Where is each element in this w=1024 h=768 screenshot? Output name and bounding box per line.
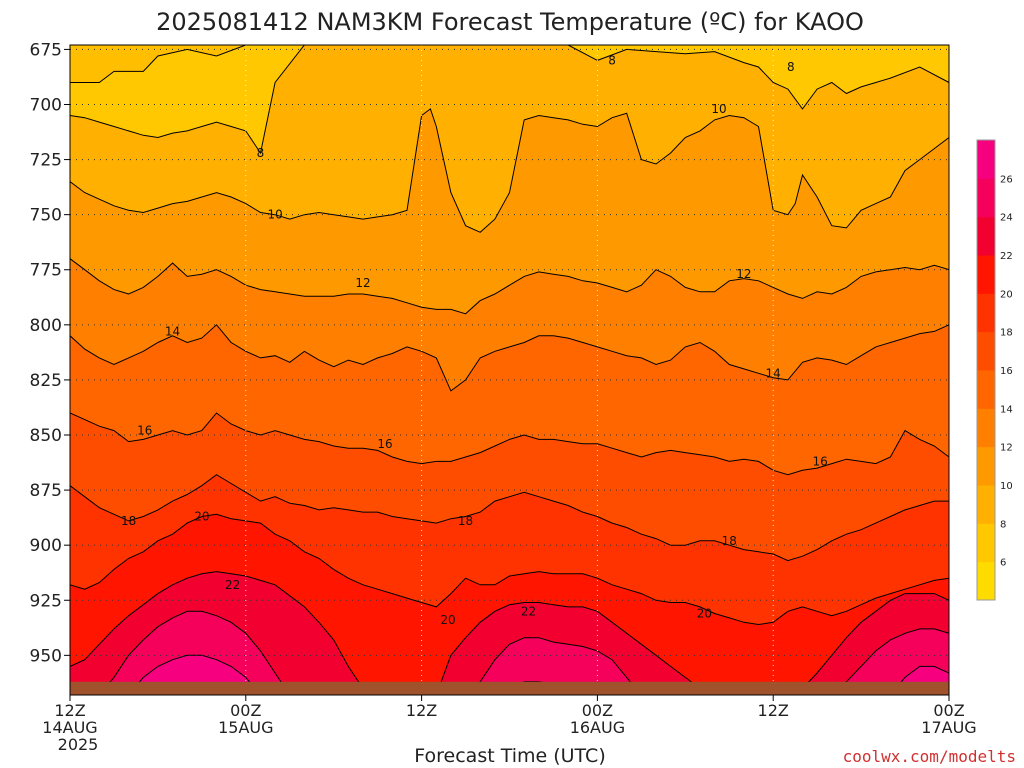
colorbar-swatch <box>977 370 995 409</box>
x-tick-label: 14AUG <box>42 718 97 737</box>
contour-label: 8 <box>787 60 795 74</box>
contour-label: 18 <box>722 534 737 548</box>
x-tick-label: 15AUG <box>218 718 273 737</box>
colorbar-swatch <box>977 293 995 333</box>
y-tick-label: 925 <box>30 591 62 611</box>
y-tick-label: 700 <box>30 95 62 115</box>
contour-label: 18 <box>458 514 473 528</box>
colorbar-swatch <box>977 446 995 486</box>
colorbar-label: 12 <box>1000 443 1013 454</box>
contour-line-14 <box>70 324 949 392</box>
colorbar-swatch <box>977 408 995 448</box>
contour-line-12 <box>70 258 949 315</box>
temp-band-24 <box>70 611 949 695</box>
plot-frame <box>69 44 950 696</box>
contour-label: 8 <box>608 53 616 67</box>
colorbar-frame <box>976 139 996 601</box>
contour-label: 10 <box>267 208 282 222</box>
contour-label: 20 <box>440 613 455 627</box>
terrain-ground <box>70 681 949 695</box>
x-tick-label: 00Z <box>582 701 613 720</box>
colorbar-label: 18 <box>1000 328 1013 339</box>
x-tick-label: 16AUG <box>570 718 625 737</box>
y-tick-label: 875 <box>30 481 62 501</box>
contour-line-24 <box>70 610 949 695</box>
contour-label: 16 <box>377 437 392 451</box>
x-tick-label: 2025 <box>58 735 99 754</box>
plot-area <box>70 45 949 695</box>
x-tick-label: 17AUG <box>921 718 976 737</box>
y-tick-label: 675 <box>30 40 62 60</box>
colorbar-swatch <box>977 561 995 601</box>
colorbar-label: 26 <box>1000 174 1013 185</box>
colorbar-swatch <box>977 255 995 294</box>
y-tick-label: 750 <box>30 206 62 226</box>
colorbar-label: 20 <box>1000 289 1013 300</box>
contour-label: 22 <box>225 578 240 592</box>
contour-line-20 <box>70 513 949 626</box>
x-tick-label: 00Z <box>933 701 964 720</box>
colorbar-label: 10 <box>1000 481 1013 492</box>
y-tick-label: 800 <box>30 316 62 336</box>
y-tick-label: 725 <box>30 151 62 171</box>
contour-label: 12 <box>355 276 370 290</box>
contour-label: 16 <box>812 454 827 468</box>
contour-line-6 <box>70 45 949 83</box>
colorbar-label: 16 <box>1000 366 1013 377</box>
contour-lines <box>70 45 949 695</box>
credit-link[interactable]: coolwx.com/modelts <box>843 747 1016 766</box>
colorbar-label: 14 <box>1000 404 1013 415</box>
colorbar-swatch <box>977 178 995 218</box>
contour-label: 16 <box>137 424 152 438</box>
contour-line-26 <box>70 654 949 695</box>
colorbar-label: 22 <box>1000 251 1013 262</box>
contour-label: 20 <box>697 606 712 620</box>
contour-label: 14 <box>165 324 180 338</box>
contour-label: 12 <box>736 267 751 281</box>
colorbar-label: 24 <box>1000 213 1013 224</box>
contour-line-18 <box>70 474 949 562</box>
temperature-bands <box>70 45 949 695</box>
colorbar-swatch <box>977 216 995 256</box>
contour-label: 8 <box>257 146 265 160</box>
colorbar-swatch <box>977 523 995 563</box>
y-tick-label: 775 <box>30 261 62 281</box>
contour-labels: 8 8 8 10 10 12 12 14 14 16 16 16 18 18 18 20 20 20 22 22 <box>121 53 828 627</box>
contour-line-16 <box>70 412 949 476</box>
x-tick-label: 12Z <box>758 701 789 720</box>
y-tick-label: 825 <box>30 371 62 391</box>
y-tick-label: 850 <box>30 426 62 446</box>
contour-label: 20 <box>194 510 209 524</box>
x-tick-label: 12Z <box>406 701 437 720</box>
colorbar-legend: 6 8 10 12 14 16 18 20 22 24 26 <box>976 139 1013 601</box>
contour-line-8 <box>70 45 949 155</box>
contour-label: 18 <box>121 514 136 528</box>
y-tick-label: 900 <box>30 536 62 556</box>
contour-label: 22 <box>521 604 536 618</box>
y-axis: 675 700 725 750 775 800 825 850 875 900 925 950 <box>30 40 70 666</box>
chart-title: 2025081412 NAM3KM Forecast Temperature (… <box>156 8 864 36</box>
colorbar-label: 8 <box>1000 519 1006 530</box>
contour-label: 10 <box>711 102 726 116</box>
colorbar-swatch <box>977 140 995 179</box>
x-tick-label: 00Z <box>230 701 261 720</box>
contour-line-10 <box>70 108 949 233</box>
colorbar-swatch <box>977 485 995 524</box>
temp-band-22 <box>70 571 949 695</box>
colorbar-label: 6 <box>1000 558 1006 569</box>
gridlines <box>70 45 949 695</box>
y-tick-label: 950 <box>30 646 62 666</box>
x-tick-label: 12Z <box>54 701 85 720</box>
x-axis-label: Forecast Time (UTC) <box>414 745 605 767</box>
contour-label: 14 <box>766 366 781 380</box>
colorbar-swatch <box>977 331 995 371</box>
